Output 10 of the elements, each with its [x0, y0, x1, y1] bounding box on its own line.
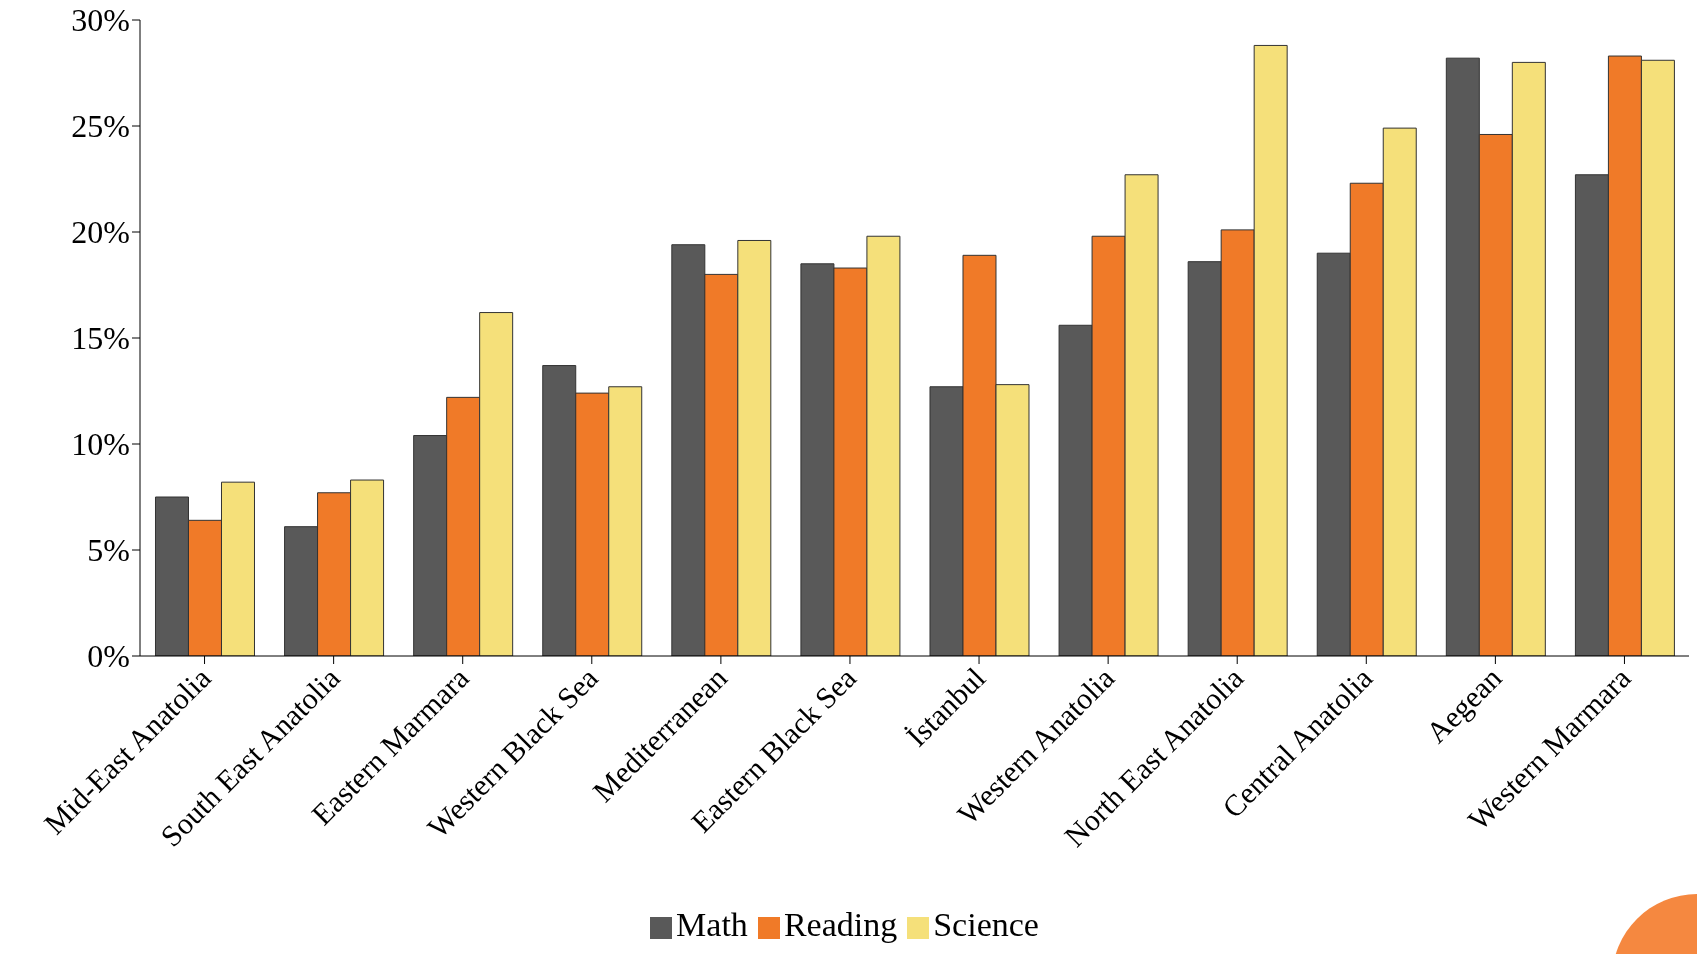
y-tick-label: 5% [87, 532, 130, 569]
y-tick-label: 20% [71, 214, 130, 251]
legend-label: Math [676, 906, 748, 943]
y-tick-label: 25% [71, 108, 130, 145]
y-tick-label: 10% [71, 426, 130, 463]
y-tick-label: 0% [87, 638, 130, 675]
y-tick-label: 15% [71, 320, 130, 357]
legend-label: Reading [783, 906, 898, 943]
legend-label: Science [933, 906, 1039, 943]
y-tick-label: 30% [71, 2, 130, 39]
